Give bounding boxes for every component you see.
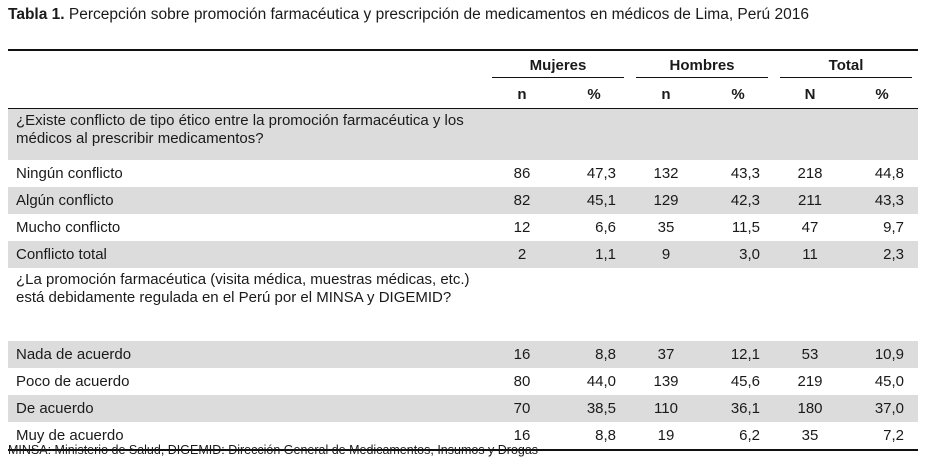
question-row: ¿La promoción farmacéutica (visita médic…	[8, 268, 918, 341]
cell-total-n: 53	[774, 341, 847, 368]
row-label: Ningún conflicto	[16, 165, 123, 182]
question-row: ¿Existe conflicto de tipo ético entre la…	[8, 108, 919, 160]
cell-mujeres-n: 82	[486, 187, 558, 214]
cell-mujeres-pct: 44,0	[586, 373, 617, 390]
cell-hombres-n: 35	[657, 219, 675, 236]
subheader-blank	[8, 81, 486, 109]
row-label: Muy de acuerdo	[8, 422, 486, 451]
cell-mujeres-pct: 8,8	[558, 341, 631, 368]
row-label: Algún conflicto	[8, 187, 486, 214]
group-header-mujeres: Mujeres	[486, 51, 630, 81]
cell-total-n: 35	[774, 422, 847, 451]
table-footnote: MINSA: Ministerio de Salud, DIGEMID: Dir…	[8, 443, 539, 457]
group-header-total: Total	[774, 51, 918, 81]
cell-hombres-pct: 43,3	[730, 165, 761, 182]
group-header-row: Mujeres Hombres Total	[8, 51, 918, 81]
cell-hombres-n: 19	[630, 422, 703, 451]
subheader-hombres-n: n	[630, 81, 703, 109]
cell-mujeres-n: 16	[486, 422, 558, 451]
top-rule	[8, 49, 918, 51]
caption-text: Percepción sobre promoción farmacéutica …	[64, 6, 809, 23]
subheader-mujeres-pct: %	[558, 81, 631, 109]
cell-total-pct: 10,9	[846, 341, 919, 368]
cell-total-pct: 45,0	[874, 373, 905, 390]
cell-hombres-n: 139	[653, 373, 679, 390]
question-text: ¿La promoción farmacéutica (visita médic…	[16, 271, 470, 306]
cell-total-n: 219	[797, 373, 823, 390]
row-label: Conflicto total	[8, 241, 486, 268]
cell-mujeres-pct: 1,1	[558, 241, 631, 268]
subheader-hombres-pct: %	[702, 81, 775, 109]
data-table: Mujeres Hombres Total n % n % N % ¿Exist…	[8, 51, 919, 451]
caption-label: Tabla 1.	[8, 6, 65, 23]
cell-mujeres-n: 2	[486, 241, 558, 268]
cell-hombres-pct: 36,1	[702, 395, 775, 422]
row-label: Nada de acuerdo	[8, 341, 486, 368]
cell-total-pct: 44,8	[874, 165, 905, 182]
table-row: Poco de acuerdo 80 44,0 139 45,6 219 45,…	[8, 368, 918, 395]
table-row: Muy de acuerdo 16 8,8 19 6,2 35 7,2	[8, 422, 919, 451]
cell-hombres-pct: 6,2	[702, 422, 775, 451]
cell-mujeres-n: 16	[486, 341, 558, 368]
subheader-total-n: N	[774, 81, 847, 109]
subheader-total-pct: %	[846, 81, 919, 109]
cell-hombres-n: 37	[630, 341, 703, 368]
cell-mujeres-n: 86	[513, 165, 531, 182]
cell-total-pct: 7,2	[846, 422, 919, 451]
cell-hombres-n: 110	[630, 395, 703, 422]
row-label: Mucho conflicto	[16, 219, 121, 236]
question-text: ¿Existe conflicto de tipo ético entre la…	[8, 108, 486, 160]
cell-total-pct: 43,3	[846, 187, 919, 214]
cell-mujeres-pct: 6,6	[595, 219, 617, 236]
table-row: Mucho conflicto 12 6,6 35 11,5 47 9,7	[8, 214, 918, 241]
cell-total-n: 211	[774, 187, 847, 214]
cell-hombres-pct: 11,5	[731, 219, 761, 236]
header-blank	[8, 51, 486, 81]
cell-total-pct: 37,0	[846, 395, 919, 422]
table-row: Algún conflicto 82 45,1 129 42,3 211 43,…	[8, 187, 919, 214]
table-row: De acuerdo 70 38,5 110 36,1 180 37,0	[8, 395, 919, 422]
cell-mujeres-n: 12	[513, 219, 531, 236]
table-row: Conflicto total 2 1,1 9 3,0 11 2,3	[8, 241, 919, 268]
cell-hombres-n: 132	[653, 165, 679, 182]
subheader-row: n % n % N %	[8, 81, 919, 109]
cell-total-pct: 9,7	[883, 219, 905, 236]
cell-total-pct: 2,3	[846, 241, 919, 268]
table-row: Ningún conflicto 86 47,3 132 43,3 218 44…	[8, 160, 918, 187]
cell-mujeres-pct: 8,8	[558, 422, 631, 451]
cell-hombres-pct: 12,1	[702, 341, 775, 368]
group-header-hombres: Hombres	[630, 51, 774, 81]
cell-total-n: 180	[774, 395, 847, 422]
cell-mujeres-n: 80	[513, 373, 531, 390]
cell-mujeres-n: 70	[486, 395, 558, 422]
cell-hombres-pct: 45,6	[730, 373, 761, 390]
cell-hombres-n: 9	[630, 241, 703, 268]
cell-total-n: 218	[797, 165, 823, 182]
cell-hombres-pct: 42,3	[702, 187, 775, 214]
cell-total-n: 11	[774, 241, 847, 268]
row-label: De acuerdo	[8, 395, 486, 422]
cell-total-n: 47	[801, 219, 819, 236]
row-label: Poco de acuerdo	[16, 373, 130, 390]
table-caption: Tabla 1. Percepción sobre promoción farm…	[8, 5, 809, 25]
subheader-mujeres-n: n	[486, 81, 558, 109]
table-row: Nada de acuerdo 16 8,8 37 12,1 53 10,9	[8, 341, 919, 368]
cell-mujeres-pct: 38,5	[558, 395, 631, 422]
cell-mujeres-pct: 47,3	[586, 165, 617, 182]
cell-hombres-n: 129	[630, 187, 703, 214]
cell-mujeres-pct: 45,1	[558, 187, 631, 214]
cell-hombres-pct: 3,0	[702, 241, 775, 268]
